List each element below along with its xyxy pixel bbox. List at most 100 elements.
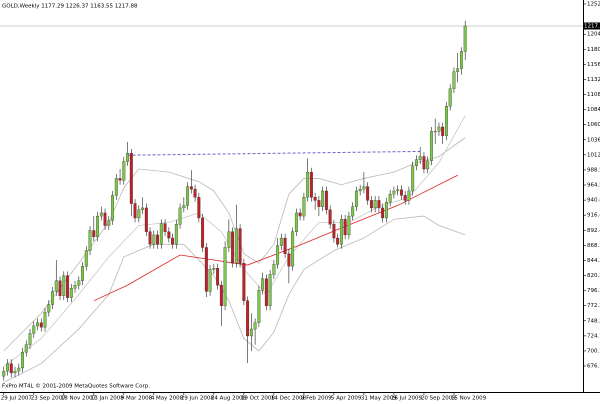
x-tick-label: 24 Aug 2008 xyxy=(211,396,247,402)
candle-body xyxy=(276,245,280,265)
trendline xyxy=(127,150,421,156)
candle-body xyxy=(321,190,325,207)
candle-body xyxy=(92,230,96,237)
candle-body xyxy=(58,280,62,296)
candle-body xyxy=(309,172,313,198)
candle-body xyxy=(51,291,54,305)
candle-body xyxy=(452,71,456,89)
y-tick-label: 724.15 xyxy=(587,333,600,339)
x-tick-label: 4 May 2008 xyxy=(151,396,184,402)
candle-body xyxy=(373,200,377,209)
candle-body xyxy=(422,156,426,170)
x-tick-label: 9 Mar 2008 xyxy=(121,396,153,402)
candle-body xyxy=(178,207,182,225)
x-tick-label: 18 Nov 2007 xyxy=(61,396,97,402)
y-tick-label: 892.40 xyxy=(587,228,600,234)
candle-body xyxy=(152,234,156,245)
candle-body xyxy=(193,188,197,198)
candle-body xyxy=(103,212,107,226)
candle-body xyxy=(6,363,9,372)
candle-body xyxy=(242,263,246,301)
candle-body xyxy=(294,212,298,232)
candle-body xyxy=(287,253,291,267)
indicator-line xyxy=(93,174,458,302)
candle-body xyxy=(73,284,77,289)
candle-body xyxy=(358,188,362,192)
chart-title: GOLD,Weekly 1177.29 1226.37 1163.55 1217… xyxy=(2,4,138,10)
y-tick-label: 868.35 xyxy=(587,243,600,249)
candle-body xyxy=(24,344,28,353)
candle-body xyxy=(2,370,6,377)
candle-body xyxy=(339,219,343,245)
candle-body xyxy=(238,228,242,264)
candle-body xyxy=(81,266,84,281)
x-tick-label: 19 Oct 2008 xyxy=(241,396,276,402)
candle-body xyxy=(317,200,321,207)
candle-body xyxy=(414,159,418,167)
candle-body xyxy=(377,200,381,209)
y-tick-label: 676.10 xyxy=(587,364,600,370)
x-tick-label: 29 Jul 2007 xyxy=(1,396,33,402)
candle-body xyxy=(227,231,231,248)
x-tick-label: 23 Sep 2007 xyxy=(31,396,66,402)
candle-body xyxy=(463,25,467,52)
candle-body xyxy=(249,328,253,337)
candle-body xyxy=(96,215,99,237)
candle-body xyxy=(167,231,171,239)
candle-body xyxy=(264,278,268,306)
candle-body xyxy=(204,247,208,292)
candle-body xyxy=(257,289,261,323)
candle-body xyxy=(392,190,396,195)
candle-body xyxy=(208,269,212,292)
candle-body xyxy=(212,268,216,270)
y-tick-label: 1204.85 xyxy=(587,32,600,38)
candle-body xyxy=(426,160,430,170)
candle-body xyxy=(13,370,17,374)
candle-body xyxy=(163,223,167,232)
y-tick-label: 1084.65 xyxy=(587,107,600,113)
y-tick-label: 1060.65 xyxy=(587,122,600,128)
y-tick-label: 1108.70 xyxy=(587,92,600,98)
candle-body xyxy=(17,367,21,372)
y-tick-label: 820.30 xyxy=(587,273,600,279)
y-tick-label: 988.55 xyxy=(587,167,600,173)
candle-body xyxy=(388,193,392,203)
candle-body xyxy=(291,231,295,267)
indicator-line xyxy=(3,137,466,352)
candle-body xyxy=(148,231,152,245)
candle-body xyxy=(283,237,287,254)
candle-body xyxy=(88,230,92,251)
candle-body xyxy=(114,178,118,196)
candle-body xyxy=(441,126,445,136)
candle-body xyxy=(137,209,141,219)
candle-body xyxy=(231,231,235,264)
y-tick-label: 1156.75 xyxy=(587,62,600,68)
candle-body xyxy=(343,219,347,236)
candle-body xyxy=(328,209,332,225)
x-tick-label: 26 Jul 2009 xyxy=(391,396,423,402)
candle-body xyxy=(253,322,257,330)
candle-body xyxy=(174,224,178,245)
candle-body xyxy=(411,165,415,192)
candle-body xyxy=(39,322,43,328)
candle-body xyxy=(189,186,193,190)
y-tick-label: 916.45 xyxy=(587,213,600,219)
candle-body xyxy=(351,206,355,217)
candle-body xyxy=(448,88,452,107)
x-tick-label: 31 May 2009 xyxy=(361,396,397,402)
candle-body xyxy=(336,237,340,245)
candle-body xyxy=(223,247,227,306)
candle-body xyxy=(186,186,190,206)
candle-body xyxy=(118,178,122,181)
candle-body xyxy=(141,207,145,210)
candle-body xyxy=(396,189,400,192)
candle-body xyxy=(403,195,407,201)
y-tick-label: 940.45 xyxy=(587,198,600,204)
y-tick-label: 1252.90 xyxy=(587,2,600,8)
candle-body xyxy=(429,131,433,162)
candle-body xyxy=(366,186,370,201)
candle-body xyxy=(279,237,283,246)
candle-body xyxy=(107,220,111,226)
x-tick-label: 13 Jan 2008 xyxy=(91,396,124,402)
